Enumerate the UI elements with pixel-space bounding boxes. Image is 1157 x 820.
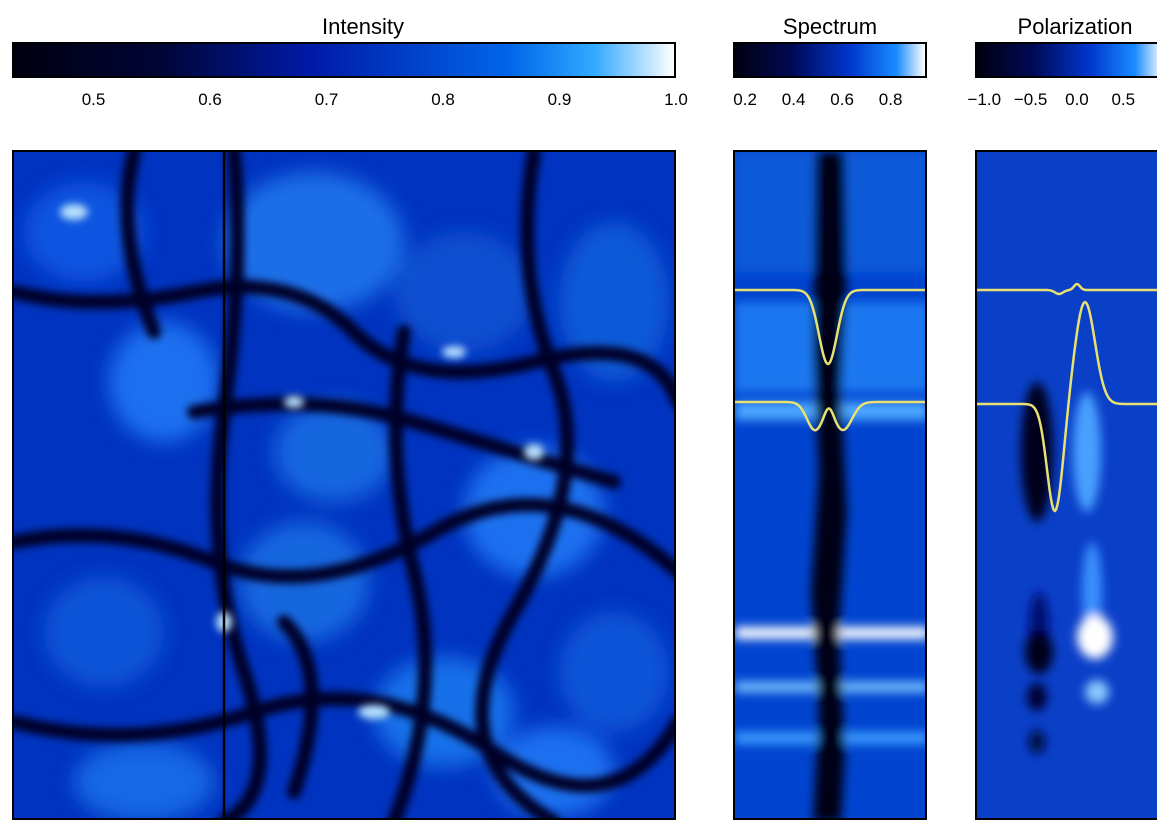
spectrum-tick-label: 0.4	[781, 90, 806, 109]
intensity-tick-label: 0.8	[431, 90, 455, 109]
polarization-tick-label: −1.0	[967, 90, 1002, 109]
spectrum-tick-label: 0.6	[830, 90, 854, 109]
spectrum-tick-label: 0.8	[878, 90, 903, 109]
intensity-map	[12, 150, 676, 820]
intensity-tick-label: 0.7	[314, 90, 339, 109]
intensity-tick-label: 0.9	[547, 90, 572, 109]
polarization-tick-label: −0.5	[1013, 90, 1048, 109]
spectrum-map	[733, 150, 927, 820]
polarization-tick-label: 0.5	[1111, 90, 1136, 109]
spectrum-profile-2	[735, 400, 925, 432]
polarization-colorbar	[975, 42, 1157, 78]
spectrum-map-graphic	[735, 152, 925, 818]
intensity-title: Intensity	[322, 14, 404, 39]
intensity-tick-label: 1.0	[664, 90, 688, 109]
polarization-map	[975, 150, 1157, 820]
intensity-map-graphic	[14, 152, 674, 818]
spectrum-tick-label: 0.2	[733, 90, 757, 109]
intensity-tick-label: 0.5	[81, 90, 106, 109]
spectrum-colorbar	[733, 42, 927, 78]
polarization-profile-2	[977, 300, 1157, 513]
polarization-profile-1	[977, 282, 1157, 296]
intensity-tick-label: 0.6	[198, 90, 222, 109]
polarization-tick-label: 0.0	[1065, 90, 1089, 109]
polarization-map-graphic	[977, 282, 1157, 754]
spectrum-profile-1	[735, 288, 925, 366]
intensity-colorbar	[12, 42, 676, 78]
polarization-title: Polarization	[1017, 14, 1133, 39]
spectrum-title: Spectrum	[782, 14, 878, 39]
